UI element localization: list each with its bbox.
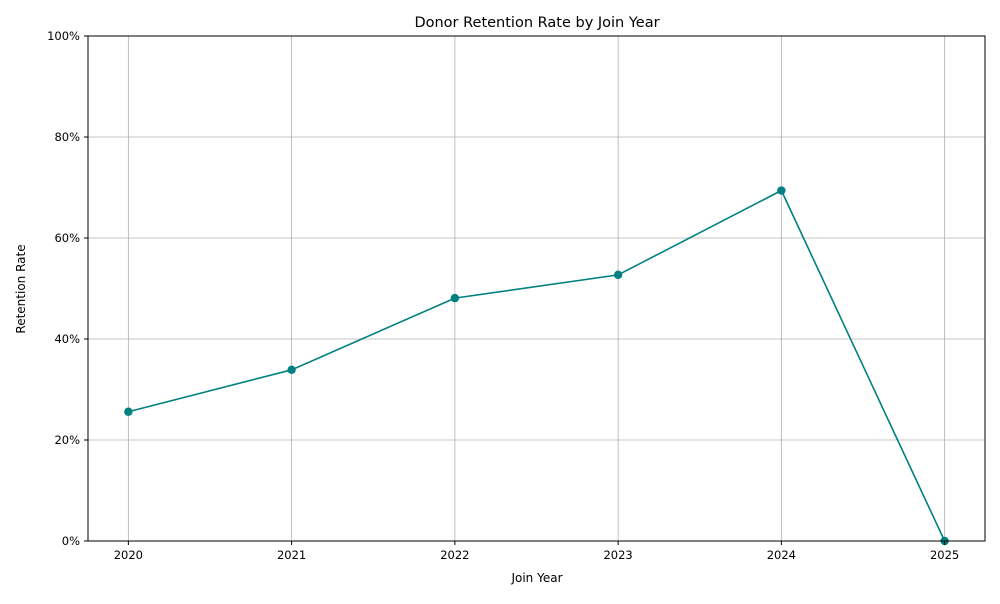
data-point-2020 — [124, 407, 133, 416]
x-tick-label: 2025 — [930, 548, 959, 562]
y-tick-label: 80% — [54, 130, 80, 144]
x-tick-label: 2023 — [603, 548, 632, 562]
y-tick-label: 20% — [54, 433, 80, 447]
data-point-2024 — [777, 186, 786, 195]
series-line — [128, 189, 946, 542]
series-layer — [124, 186, 949, 546]
x-tick-label: 2021 — [277, 548, 306, 562]
data-point-2023 — [613, 270, 623, 280]
data-point-2021 — [287, 365, 296, 375]
x-tick-label: 2022 — [440, 548, 469, 562]
tick-layer: 2020 2021 2022 2023 2024 2025 0% 20% 40% 60% 80% 10… — [47, 29, 959, 562]
x-tick-label: 2024 — [767, 548, 796, 562]
chart-title: Donor Retention Rate by Join Year — [414, 15, 659, 31]
y-tick-label: 60% — [54, 231, 80, 245]
x-tick-label: 2020 — [114, 548, 143, 562]
x-axis-label: Join Year — [510, 571, 562, 585]
y-tick-label: 0% — [62, 534, 80, 548]
plot-frame — [87, 35, 986, 542]
data-point-2022 — [450, 293, 460, 303]
y-tick-label: 40% — [54, 332, 80, 346]
y-tick-label: 100% — [47, 29, 80, 43]
y-axis-label: Retention Rate — [14, 244, 28, 333]
